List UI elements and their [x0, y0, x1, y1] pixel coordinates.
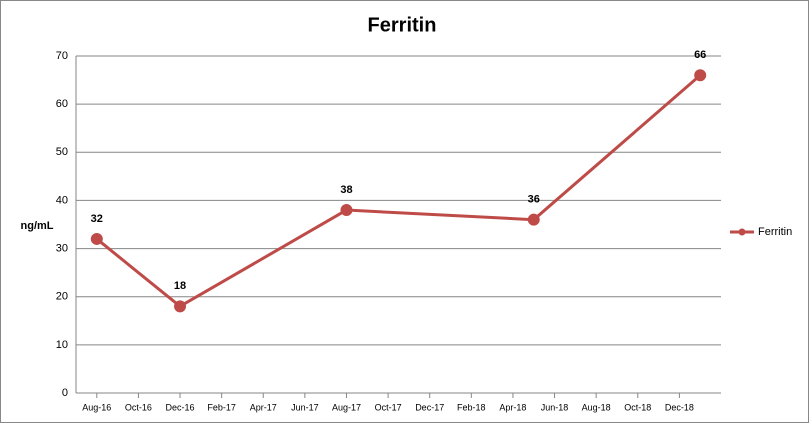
- x-tick-label: Dec-17: [415, 402, 444, 412]
- data-point: [174, 300, 187, 313]
- x-tick-label: Dec-16: [166, 402, 195, 412]
- y-tick-label: 20: [56, 291, 68, 303]
- x-tick-label: Oct-17: [375, 402, 402, 412]
- data-point: [527, 213, 540, 226]
- legend-marker: [738, 228, 746, 236]
- data-label: 66: [694, 49, 706, 61]
- x-tick-label: Dec-18: [665, 402, 694, 412]
- y-tick-label: 0: [62, 387, 68, 399]
- data-point: [90, 232, 103, 245]
- legend-label: Ferritin: [758, 226, 792, 238]
- x-tick-label: Jun-18: [541, 402, 569, 412]
- y-tick-label: 30: [56, 242, 68, 254]
- data-label: 32: [91, 213, 103, 225]
- x-tick-label: Oct-18: [624, 402, 651, 412]
- data-point: [340, 204, 353, 217]
- x-tick-label: Aug-17: [332, 402, 361, 412]
- x-tick-label: Feb-18: [457, 402, 486, 412]
- y-tick-label: 70: [56, 50, 68, 62]
- x-tick-label: Aug-18: [582, 402, 611, 412]
- chart-title: Ferritin: [368, 14, 437, 36]
- data-point: [694, 69, 707, 82]
- x-tick-label: Aug-16: [82, 402, 111, 412]
- data-label: 38: [340, 184, 352, 196]
- data-label: 18: [174, 280, 186, 292]
- y-tick-label: 60: [56, 98, 68, 110]
- y-axis-label: ng/mL: [21, 220, 54, 232]
- data-label: 36: [528, 194, 540, 206]
- y-tick-label: 10: [56, 339, 68, 351]
- x-tick-label: Oct-16: [125, 402, 152, 412]
- y-tick-label: 40: [56, 194, 68, 206]
- x-tick-label: Jun-17: [291, 402, 319, 412]
- x-tick-label: Feb-17: [207, 402, 236, 412]
- y-tick-label: 50: [56, 146, 68, 158]
- x-tick-label: Apr-17: [250, 402, 277, 412]
- x-tick-label: Apr-18: [499, 402, 526, 412]
